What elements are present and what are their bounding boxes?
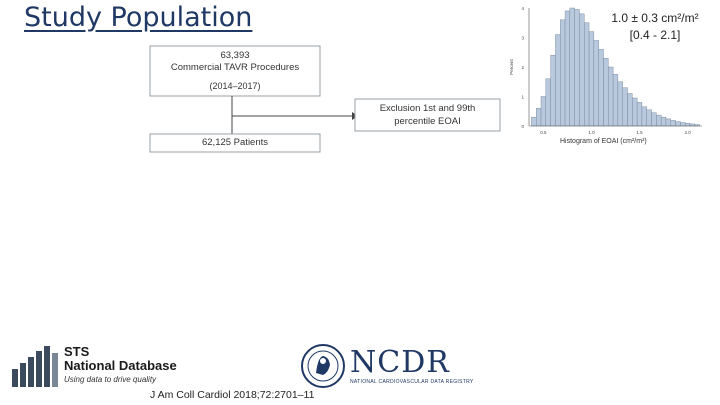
sts-tagline: Using data to drive quality — [64, 375, 157, 384]
y-tick-label: 1 — [521, 95, 524, 100]
histogram-caption: Histogram of EOAI (cm²/m²) — [560, 138, 647, 145]
exclusion-box — [354, 98, 501, 132]
patients-box — [149, 133, 321, 153]
procedures-count: 63,393 — [220, 50, 250, 61]
histogram-bar — [646, 109, 652, 127]
y-tick-label: 4 — [521, 6, 524, 11]
histogram-bar — [564, 10, 571, 127]
histogram-bar — [603, 57, 609, 127]
x-tick-label: 1.0 — [588, 130, 595, 135]
histogram-bar — [636, 102, 643, 127]
histogram-bar — [656, 114, 662, 127]
histogram-stat-mean: 1.0 ± 0.3 cm²/m² — [611, 11, 699, 25]
sts-logo: STS National Database Using data to driv… — [10, 345, 210, 393]
x-tick-label: 1.5 — [636, 130, 643, 135]
sts-name-line1: STS — [64, 344, 90, 359]
histogram-bar — [531, 116, 537, 127]
histogram-bar — [540, 96, 547, 127]
x-tick-label: 0.5 — [540, 130, 547, 135]
y-tick-label: 2 — [521, 65, 524, 70]
histogram-bar — [651, 112, 657, 127]
histogram-bar — [593, 40, 599, 127]
citation: J Am Coll Cardiol 2018;72:2701–11 — [150, 389, 315, 401]
procedures-label: Commercial TAVR Procedures — [170, 62, 300, 73]
ncdr-seal-icon — [301, 344, 345, 388]
histogram-bar — [617, 81, 623, 127]
procedures-box — [149, 45, 321, 97]
histogram-bar — [689, 123, 695, 127]
histogram-bar — [612, 74, 619, 127]
histogram-bar — [598, 49, 604, 127]
ncdr-wordmark: NCDR — [350, 345, 450, 380]
histogram-bar — [579, 13, 585, 127]
histogram-bar — [569, 7, 575, 127]
y-tick-label: 0 — [521, 124, 524, 129]
histogram-bar — [680, 122, 686, 127]
histogram-bar — [627, 93, 633, 127]
histogram-bar — [665, 118, 671, 127]
histogram-bar — [574, 9, 580, 127]
histogram-bar — [641, 106, 647, 127]
patients-count: 62,125 Patients — [201, 137, 269, 148]
ncdr-subtitle: NATIONAL CARDIOVASCULAR DATA REGISTRY — [350, 379, 474, 385]
histogram-stat-range: [0.4 - 2.1] — [629, 28, 681, 42]
exclusion-line2: percentile EOAI — [394, 116, 461, 127]
y-tick-label: 3 — [521, 36, 524, 41]
y-axis-label: Percent — [509, 58, 514, 74]
sts-name-line2: National Database — [64, 358, 177, 373]
histogram-bar — [555, 34, 561, 127]
histogram-bar — [632, 97, 638, 127]
histogram-bar — [660, 116, 667, 127]
histogram-bar — [560, 19, 566, 127]
page-title: Study Population — [24, 2, 253, 33]
histogram-bar — [670, 120, 676, 127]
histogram-bar — [622, 87, 628, 127]
eoai-histogram: 0 1 2 3 4 0.5 1.0 1.5 2.0 Percent — [505, 2, 710, 148]
exclusion-line1: Exclusion 1st and 99th — [379, 103, 476, 114]
sts-bars-icon — [12, 346, 58, 387]
ncdr-logo: NCDR NATIONAL CARDIOVASCULAR DATA REGIST… — [300, 343, 480, 395]
histogram-bar — [584, 22, 590, 127]
histogram-bar — [675, 121, 681, 127]
histogram-bar — [684, 123, 691, 127]
histogram-bar — [550, 55, 556, 127]
histogram-bar — [588, 31, 595, 127]
x-tick-label: 2.0 — [684, 130, 691, 135]
procedures-years: (2014–2017) — [209, 81, 261, 91]
histogram-bar — [608, 66, 614, 127]
histogram-bar — [536, 108, 542, 127]
histogram-bar — [545, 78, 551, 127]
